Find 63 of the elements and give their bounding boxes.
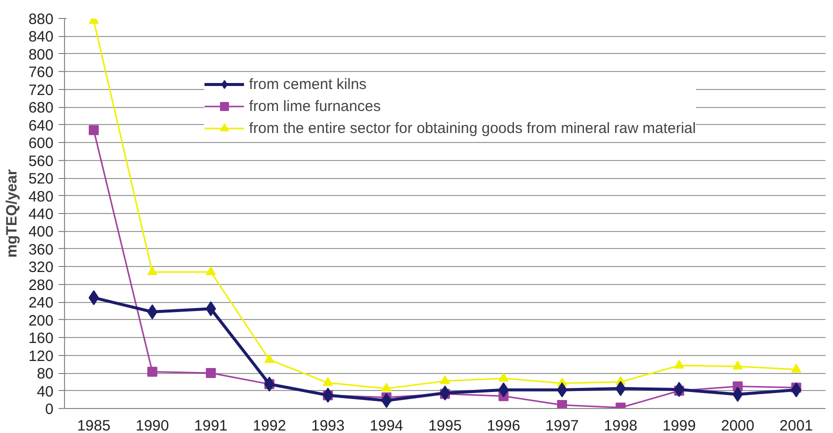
point — [498, 372, 509, 382]
point — [674, 382, 684, 397]
x-tick-label: 1992 — [252, 418, 286, 433]
x-tick-label: 1985 — [77, 418, 110, 433]
y-tick-label: 400 — [28, 224, 54, 241]
y-tick-label: 560 — [28, 152, 54, 170]
y-tick-label: 520 — [28, 170, 54, 188]
point — [206, 266, 216, 276]
x-tick-label: 1998 — [604, 418, 638, 433]
y-tick-label: 760 — [28, 64, 54, 82]
y-axis-title: mgTEQ/year — [3, 169, 20, 258]
point — [381, 393, 392, 408]
y-tick-label: 200 — [28, 312, 54, 330]
point — [206, 301, 216, 316]
legend-label: from the entire sector for obtaining goods from mineral raw material — [249, 120, 696, 136]
point — [440, 375, 450, 384]
y-tick-label: 240 — [28, 294, 54, 312]
x-tick-label: 2000 — [721, 418, 754, 433]
x-tick-label: 1994 — [370, 418, 404, 433]
x-tick-label: 1999 — [662, 418, 696, 433]
y-tick-label: 640 — [28, 117, 54, 134]
y-tick-label: 320 — [28, 259, 54, 276]
x-tick-label: 1991 — [194, 418, 228, 433]
y-tick-label: 80 — [36, 366, 54, 383]
x-tick-label: 1995 — [428, 418, 462, 433]
point — [498, 382, 509, 398]
y-tick-label: 480 — [28, 188, 54, 206]
point — [791, 364, 802, 373]
y-tick-label: 720 — [28, 82, 54, 99]
y-tick-label: 680 — [28, 100, 54, 117]
y-tick-label: 280 — [28, 276, 54, 294]
point — [381, 382, 392, 392]
point — [674, 360, 684, 369]
y-tick-label: 880 — [28, 11, 54, 28]
point — [147, 366, 158, 377]
legend-label: from lime furnances — [249, 98, 381, 114]
y-tick-label: 160 — [28, 330, 54, 348]
point — [557, 400, 568, 408]
x-tick-label: 1996 — [486, 418, 520, 433]
point — [206, 368, 216, 378]
point — [88, 125, 99, 136]
x-tick-label: 1990 — [136, 418, 169, 433]
point — [440, 385, 450, 400]
y-tick-label: 440 — [28, 206, 54, 223]
y-tick-label: 800 — [28, 46, 54, 64]
x-tick-label: 2001 — [780, 418, 813, 433]
point — [264, 354, 274, 363]
point — [322, 377, 333, 386]
x-tick-label: 1993 — [311, 418, 345, 433]
legend-label: from cement kilns — [249, 76, 367, 92]
point — [556, 382, 568, 398]
point — [264, 376, 275, 392]
y-tick-label: 0 — [45, 401, 54, 418]
y-tick-label: 840 — [28, 28, 54, 46]
y-tick-label: 360 — [28, 241, 54, 258]
point — [615, 381, 626, 396]
x-tick-label: 1997 — [545, 418, 579, 433]
y-tick-label: 40 — [36, 383, 54, 400]
y-tick-label: 120 — [28, 348, 54, 365]
point — [147, 266, 158, 276]
point — [732, 360, 743, 370]
point — [322, 388, 334, 403]
y-tick-label: 600 — [28, 135, 54, 152]
